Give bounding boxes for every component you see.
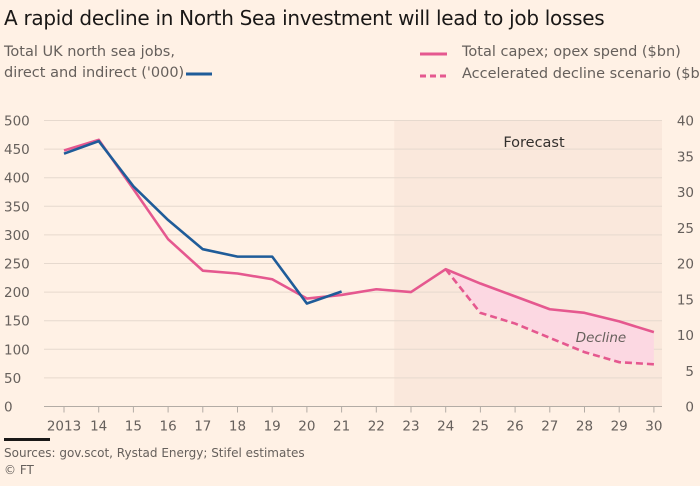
decline-label: Decline [576,330,627,346]
x-tick-label: 14 [90,419,107,435]
x-tick-label: 29 [611,419,628,435]
x-tick-label: 19 [264,419,281,435]
decline-area [445,269,654,365]
x-tick-label: 25 [472,419,489,435]
y-right-tick-label: 40 [677,114,694,130]
x-tick-label: 22 [368,419,385,435]
x-tick-label: 27 [541,419,558,435]
y-left-tick-label: 0 [4,400,13,416]
x-tick-label: 21 [333,419,350,435]
legend-accelerated: Accelerated decline scenario ($bn) [462,66,700,82]
y-left-tick-label: 450 [4,142,30,158]
y-right-tick-label: 10 [677,328,694,344]
y-right-tick-label: 30 [677,185,694,201]
y-right-tick-label: 15 [677,292,694,308]
y-right-tick-label: 20 [677,257,694,273]
x-tick-label: 18 [229,419,246,435]
y-left-tick-label: 200 [4,285,30,301]
y-right-tick-label: 25 [677,221,694,237]
legend-jobs-line2: direct and indirect ('000) [4,65,185,81]
sources-note: Sources: gov.scot, Rystad Energy; Stifel… [4,446,305,460]
x-tick-label: 30 [645,419,662,435]
x-tick-label: 20 [298,419,315,435]
x-tick-label: 16 [160,419,177,435]
capex-series-line [63,138,655,334]
legend-capex: Total capex; opex spend ($bn) [462,44,681,60]
x-tick-label: 2013 [47,419,81,435]
ft-credit: © FT [4,463,34,477]
y-left-tick-label: 150 [4,314,30,330]
y-left-tick-label: 350 [4,199,30,215]
x-tick-label: 23 [402,419,419,435]
x-tick-label: 26 [507,419,524,435]
y-left-tick-label: 500 [4,114,30,130]
y-left-tick-label: 100 [4,342,30,358]
y-left-tick-label: 250 [4,257,30,273]
x-tick-label: 28 [576,419,593,435]
y-right-tick-label: 0 [685,400,694,416]
x-tick-label: 17 [194,419,211,435]
accelerated-series-line [444,268,654,366]
x-tick-label: 15 [125,419,142,435]
legend-jobs-line1: Total UK north sea jobs, [4,44,175,60]
footer-rule [4,438,50,441]
jobs-series-line [63,139,343,305]
y-left-tick-label: 50 [4,371,21,387]
x-tick-label: 24 [437,419,454,435]
chart-title: A rapid decline in North Sea investment … [4,6,605,30]
y-left-tick-label: 400 [4,171,30,187]
y-left-tick-label: 300 [4,228,30,244]
y-right-tick-label: 5 [685,364,694,380]
y-right-tick-label: 35 [677,149,694,165]
forecast-label: Forecast [503,135,565,151]
